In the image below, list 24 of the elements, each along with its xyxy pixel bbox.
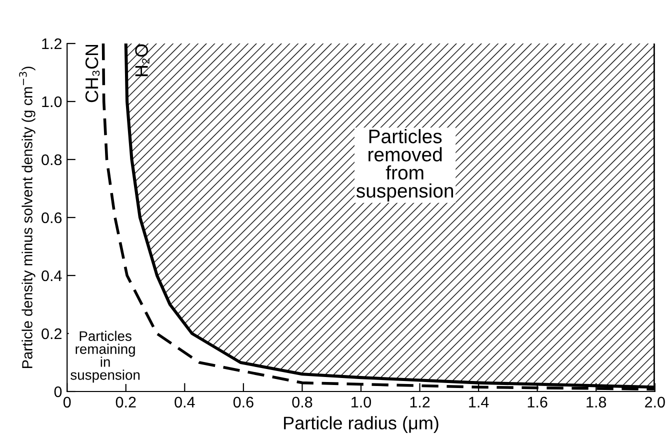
x-tick-label: 1.6 [528, 396, 548, 408]
y-tick-label: 1.0 [42, 96, 62, 108]
x-tick-label: 0.4 [174, 396, 195, 408]
x-tick-label: 2.0 [645, 396, 665, 408]
text: H₂O [135, 44, 150, 76]
x-tick-label: 0.2 [116, 396, 136, 408]
x-tick-label: 0 [63, 396, 71, 408]
text: CH₃CN [85, 44, 100, 102]
y-tick-label: 0.4 [42, 270, 62, 282]
x-tick-label: 0.8 [292, 396, 312, 408]
x-tick-label: 1.4 [469, 396, 489, 408]
y-tick-label: 0.6 [42, 212, 62, 224]
y-tick-label: 0 [54, 386, 62, 398]
x-tick-label: 1.8 [586, 396, 606, 408]
x-axis-title: Particle radius (μm) [284, 416, 438, 433]
x-tick-label: 1.2 [410, 396, 430, 408]
y-tick-label: 0.2 [42, 328, 62, 340]
y-tick-label: 0.8 [42, 154, 62, 166]
annotation: Particles remaining in suspension [70, 330, 140, 383]
annotation: Particles removed from suspension [356, 129, 454, 202]
x-tick-label: 1.0 [352, 396, 372, 408]
x-tick-label: 0.6 [233, 396, 254, 408]
y-axis-title: Particle density minus solvent density (g cm$^{−3}$) [19, 66, 36, 368]
y-tick-label: 1.2 [42, 38, 62, 50]
